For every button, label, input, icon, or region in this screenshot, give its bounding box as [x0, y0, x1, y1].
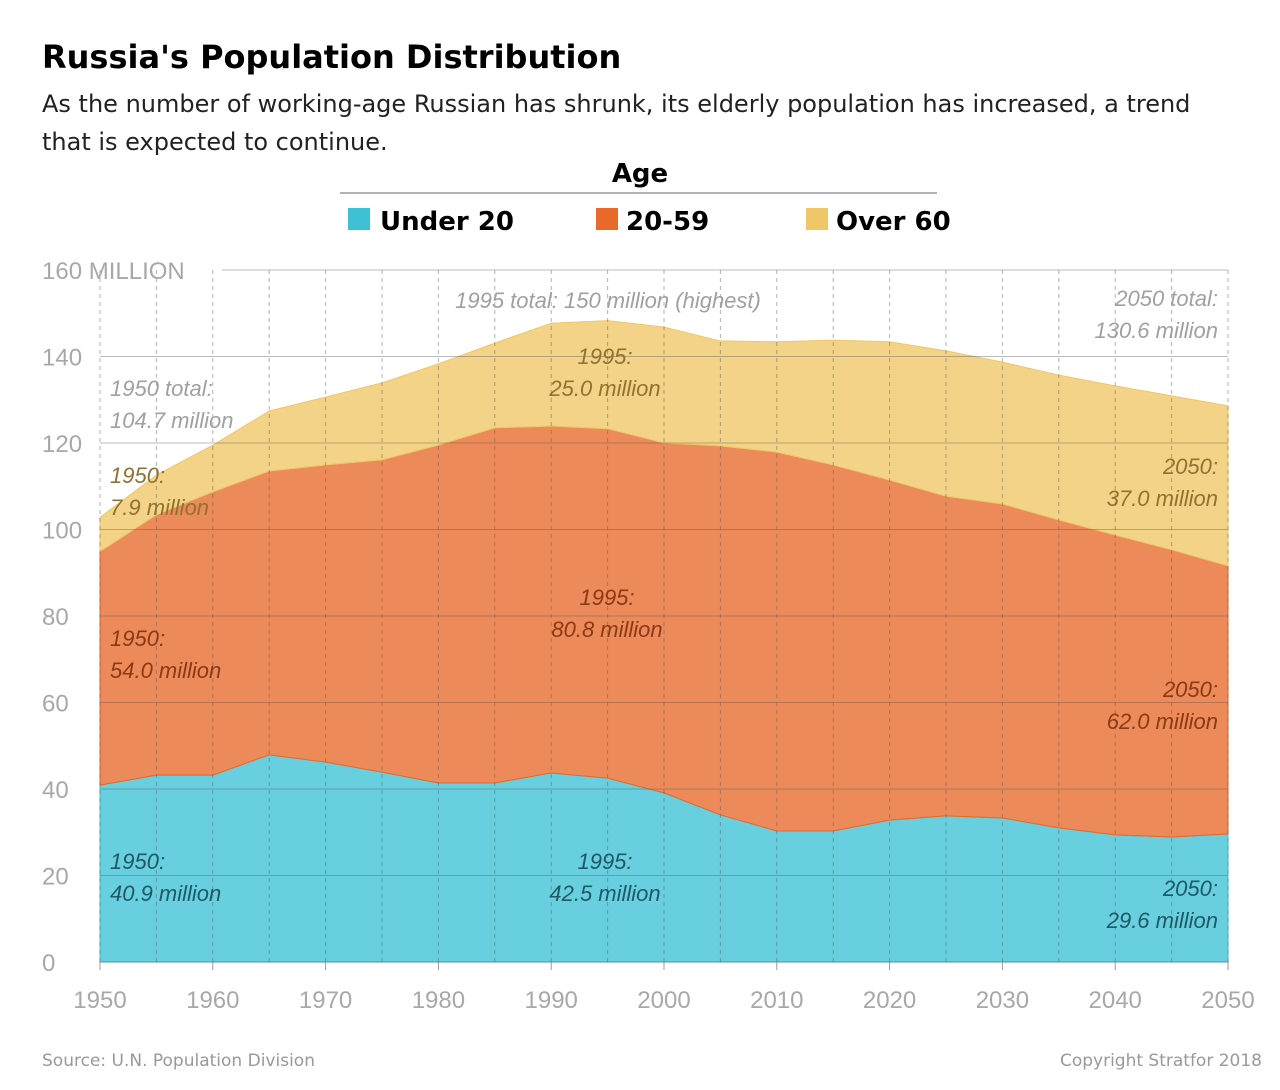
- copyright: Copyright Stratfor 2018: [1060, 1051, 1262, 1071]
- chart-title: Russia's Population Distribution: [42, 38, 621, 76]
- annotation: 104.7 million: [110, 408, 234, 433]
- legend-label: 20-59: [626, 207, 709, 237]
- x-tick-label: 2040: [1089, 987, 1142, 1014]
- annotation: 25.0 million: [548, 376, 660, 401]
- subtitle: that is expected to continue.: [42, 128, 388, 156]
- annotation: 1995:: [579, 585, 634, 610]
- annotation: 40.9 million: [110, 881, 221, 906]
- y-tick-label: 140: [42, 345, 82, 372]
- annotation: 1950:: [110, 849, 165, 874]
- annotation: 1995 total: 150 million (highest): [455, 288, 761, 313]
- legend-swatch: [348, 208, 370, 230]
- legend-title: Age: [612, 159, 668, 189]
- y-tick-label: 120: [42, 431, 82, 458]
- legend-label: Over 60: [836, 207, 951, 237]
- y-tick-label: 40: [42, 777, 69, 804]
- y-tick-label: 60: [42, 691, 69, 718]
- y-tick-label: 0: [42, 950, 55, 977]
- annotation: 37.0 million: [1107, 486, 1218, 511]
- x-tick-label: 1980: [412, 987, 465, 1014]
- x-tick-label: 2020: [863, 987, 916, 1014]
- annotation: 1995:: [577, 344, 632, 369]
- x-tick-label: 2030: [976, 987, 1029, 1014]
- annotation: 1950:: [110, 463, 165, 488]
- annotation: 42.5 million: [549, 881, 660, 906]
- annotation: 54.0 million: [110, 658, 221, 683]
- annotation: 1950:: [110, 626, 165, 651]
- x-tick-label: 1990: [525, 987, 578, 1014]
- annotation: 2050 total:: [1114, 286, 1218, 311]
- annotation: 7.9 million: [110, 495, 209, 520]
- legend-swatch: [806, 208, 828, 230]
- legend-label: Under 20: [380, 207, 514, 237]
- annotation: 1950 total:: [110, 376, 213, 401]
- annotation: 130.6 million: [1094, 318, 1218, 343]
- annotation: 80.8 million: [551, 617, 662, 642]
- x-tick-label: 1970: [299, 987, 352, 1014]
- annotation: 29.6 million: [1106, 908, 1218, 933]
- subtitle: As the number of working-age Russian has…: [42, 90, 1190, 118]
- y-tick-label: 100: [42, 518, 82, 545]
- annotation: 2050:: [1162, 677, 1218, 702]
- x-tick-label: 2000: [637, 987, 690, 1014]
- x-tick-label: 1960: [186, 987, 239, 1014]
- x-tick-label: 1950: [73, 987, 126, 1014]
- annotation: 2050:: [1162, 454, 1218, 479]
- y-tick-label: 20: [42, 864, 69, 891]
- x-tick-label: 2050: [1201, 987, 1254, 1014]
- x-tick-label: 2010: [750, 987, 803, 1014]
- annotation: 1995:: [577, 849, 632, 874]
- source: Source: U.N. Population Division: [42, 1051, 315, 1071]
- annotation: 2050:: [1162, 876, 1218, 901]
- annotation: 62.0 million: [1107, 709, 1218, 734]
- y-tick-label: 160 MILLION: [42, 258, 185, 285]
- y-tick-label: 80: [42, 604, 69, 631]
- legend-swatch: [596, 208, 618, 230]
- area: [99, 320, 1229, 567]
